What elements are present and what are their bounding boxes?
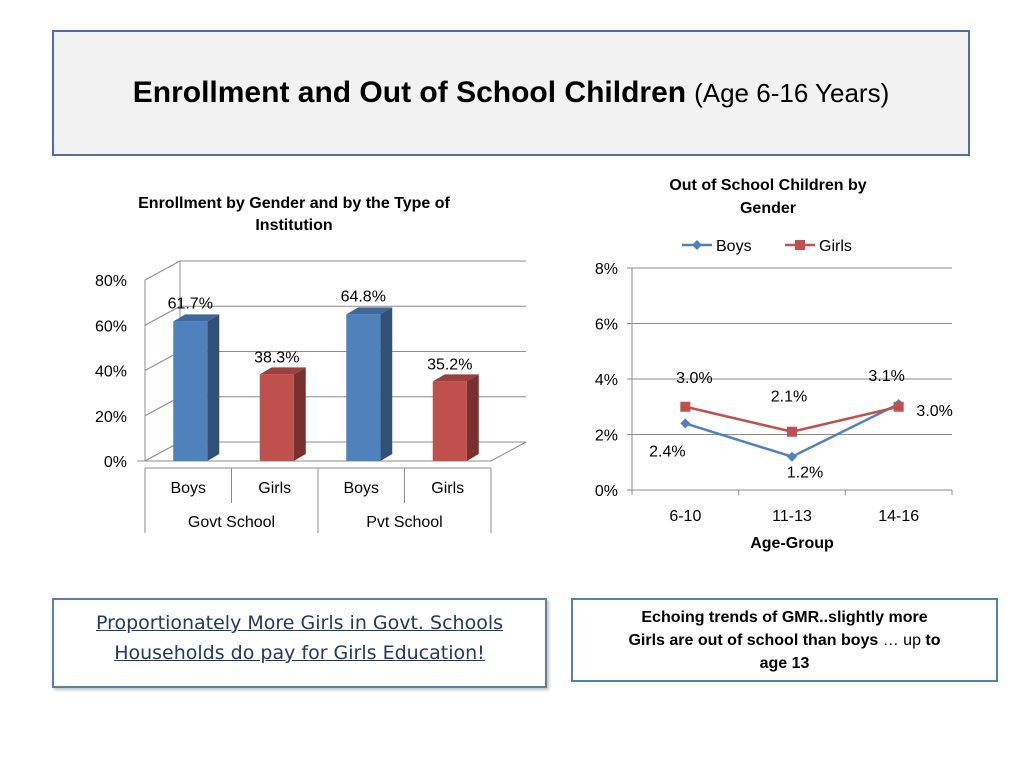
series-data-label: 3.0% — [916, 403, 952, 420]
left-x-group-label: Pvt School — [366, 514, 442, 531]
right-note-text-5: age 13 — [759, 655, 810, 672]
series-data-label: 1.2% — [787, 465, 823, 482]
bar-value-label: 64.8% — [341, 288, 386, 305]
series-point — [680, 418, 691, 429]
legend-marker — [692, 240, 702, 250]
series-point — [893, 401, 904, 412]
left-y-tick-label: 60% — [95, 318, 127, 335]
left-chart-title-line2: Institution — [255, 217, 332, 234]
series-data-label: 2.1% — [771, 389, 807, 406]
left-x-group-label: Govt School — [188, 514, 275, 531]
legend-marker — [795, 240, 805, 250]
right-note-text-1: Echoing trends of GMR..slightly more — [641, 609, 928, 626]
bar-side — [466, 374, 479, 461]
left-x-category-label: Boys — [343, 480, 379, 497]
right-x-tick-label: 6-10 — [669, 508, 701, 525]
right-chart-title-line1: Out of School Children by — [669, 177, 866, 194]
bar — [173, 321, 208, 461]
series-point — [680, 401, 691, 412]
left-x-category-label: Girls — [258, 480, 291, 497]
right-note-text-3: … up — [878, 632, 926, 649]
bar-side — [293, 367, 306, 461]
left-y-tick-label: 0% — [104, 454, 127, 471]
right-y-tick-label: 4% — [595, 372, 618, 389]
bar-side — [207, 314, 220, 461]
bar — [346, 314, 381, 461]
left-note-line1: Proportionately More Girls in Govt. Scho… — [95, 612, 503, 634]
left-x-category-label: Girls — [431, 480, 464, 497]
left-chart-title-line1: Enrollment by Gender and by the Type of — [138, 195, 450, 212]
left-note-box: Proportionately More Girls in Govt. Scho… — [52, 598, 547, 688]
right-y-tick-label: 6% — [595, 317, 618, 334]
left-note-line2: Households do pay for Girls Education! — [114, 642, 485, 664]
left-y-tick-label: 20% — [95, 409, 127, 426]
left-y-tick-label: 80% — [95, 273, 127, 290]
left-side-gridline — [144, 260, 181, 281]
legend-label: Girls — [819, 238, 852, 255]
right-y-tick-label: 8% — [595, 261, 618, 278]
right-note-text-4: to — [925, 632, 941, 649]
series-data-label: 3.0% — [676, 370, 712, 387]
bar — [259, 374, 294, 461]
right-chart-xlabel: Age-Group — [750, 535, 834, 552]
bar-top — [346, 307, 393, 315]
right-y-tick-label: 0% — [595, 483, 618, 500]
right-x-tick-label: 14-16 — [878, 508, 919, 525]
right-chart-title-line2: Gender — [740, 200, 796, 217]
series-point — [787, 426, 797, 437]
legend-label: Boys — [716, 238, 752, 255]
slide-subtitle: (Age 6-16 Years) — [694, 77, 890, 108]
bar-value-label: 61.7% — [168, 295, 213, 312]
left-bar-chart: 0% 20% 40% 60% 80% 61.7% 38.3% 64.8% 35.2% Boys Gi… — [95, 260, 527, 533]
left-side-gridline — [144, 305, 181, 326]
right-y-tick-label: 2% — [595, 428, 618, 445]
bar — [432, 381, 467, 461]
series-data-label: 3.1% — [868, 368, 904, 385]
series-data-label: 2.4% — [649, 443, 685, 460]
bar-top — [259, 367, 306, 375]
right-note-box: Echoing trends of GMR..slightly more Gir… — [571, 598, 998, 682]
slide-title: Enrollment and Out of School Children — [132, 76, 687, 109]
right-note-text-2: Girls are out of school than boys — [628, 632, 879, 649]
slide-title-box: Enrollment and Out of School Children (A… — [52, 30, 970, 156]
bar-value-label: 35.2% — [427, 356, 472, 373]
right-x-tick-label: 11-13 — [772, 508, 812, 525]
bar-top — [432, 374, 479, 382]
right-line-chart: 0% 2% 4% 6% 8% 6-10 11-13 14-16 Boys Girls 2.4% 1.2… — [595, 238, 953, 525]
bar-side — [380, 307, 393, 461]
left-y-tick-label: 40% — [95, 364, 127, 381]
left-x-category-label: Boys — [170, 480, 206, 497]
bar-value-label: 38.3% — [254, 349, 299, 366]
bar-top — [173, 314, 220, 322]
series-point — [787, 451, 797, 462]
